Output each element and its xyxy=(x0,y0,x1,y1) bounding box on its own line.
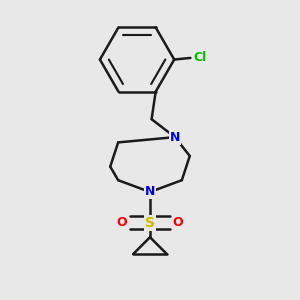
Text: O: O xyxy=(173,216,183,229)
Text: Cl: Cl xyxy=(194,51,207,64)
Text: N: N xyxy=(170,130,180,144)
Text: N: N xyxy=(145,185,155,199)
Text: O: O xyxy=(117,216,127,229)
Text: S: S xyxy=(145,216,155,230)
